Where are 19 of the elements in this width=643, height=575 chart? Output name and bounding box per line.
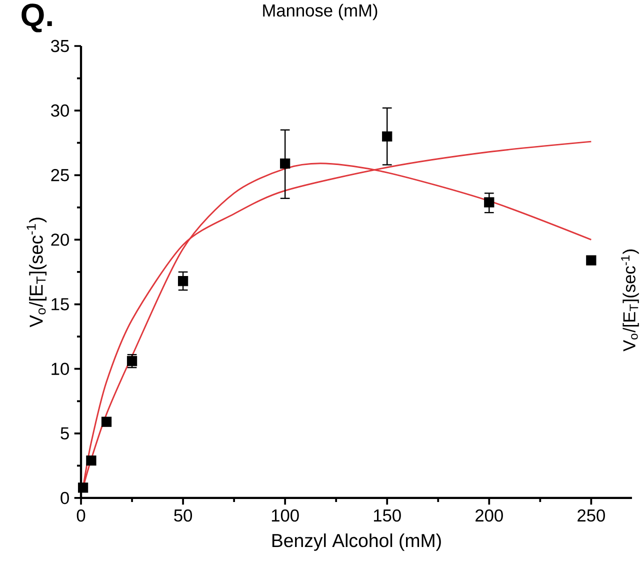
x-tick-label: 250 [578, 509, 605, 522]
y-tick-label: 10 [52, 362, 69, 375]
y-axis-title: V$_{o}$/[E$_{T}$](sec$^{-1}$) [26, 218, 47, 328]
y-tick-label: 35 [51, 40, 69, 52]
text: Q. [22, 4, 52, 32]
x-tick-label: 0 [76, 509, 86, 522]
x-tick-label: 200 [476, 509, 503, 522]
y-tick-label: 20 [51, 234, 69, 246]
y-tick-label: 5 [60, 427, 69, 440]
y-tick-label: 0 [60, 492, 69, 504]
x-tick-label: 50 [174, 509, 192, 522]
y-tick-label: 30 [51, 104, 69, 117]
x-tick-label: 150 [374, 509, 401, 522]
x-axis-title: Benzyl Alcohol (mM) [272, 533, 441, 551]
annotation: V$_{o}$/[E$_{T}$](sec$^{-1}$) [621, 250, 639, 352]
text: Mannose (mM) [263, 4, 378, 20]
y-tick-label: 15 [52, 298, 69, 310]
y-tick-label: 25 [51, 168, 69, 182]
x-tick-label: 100 [272, 509, 299, 522]
